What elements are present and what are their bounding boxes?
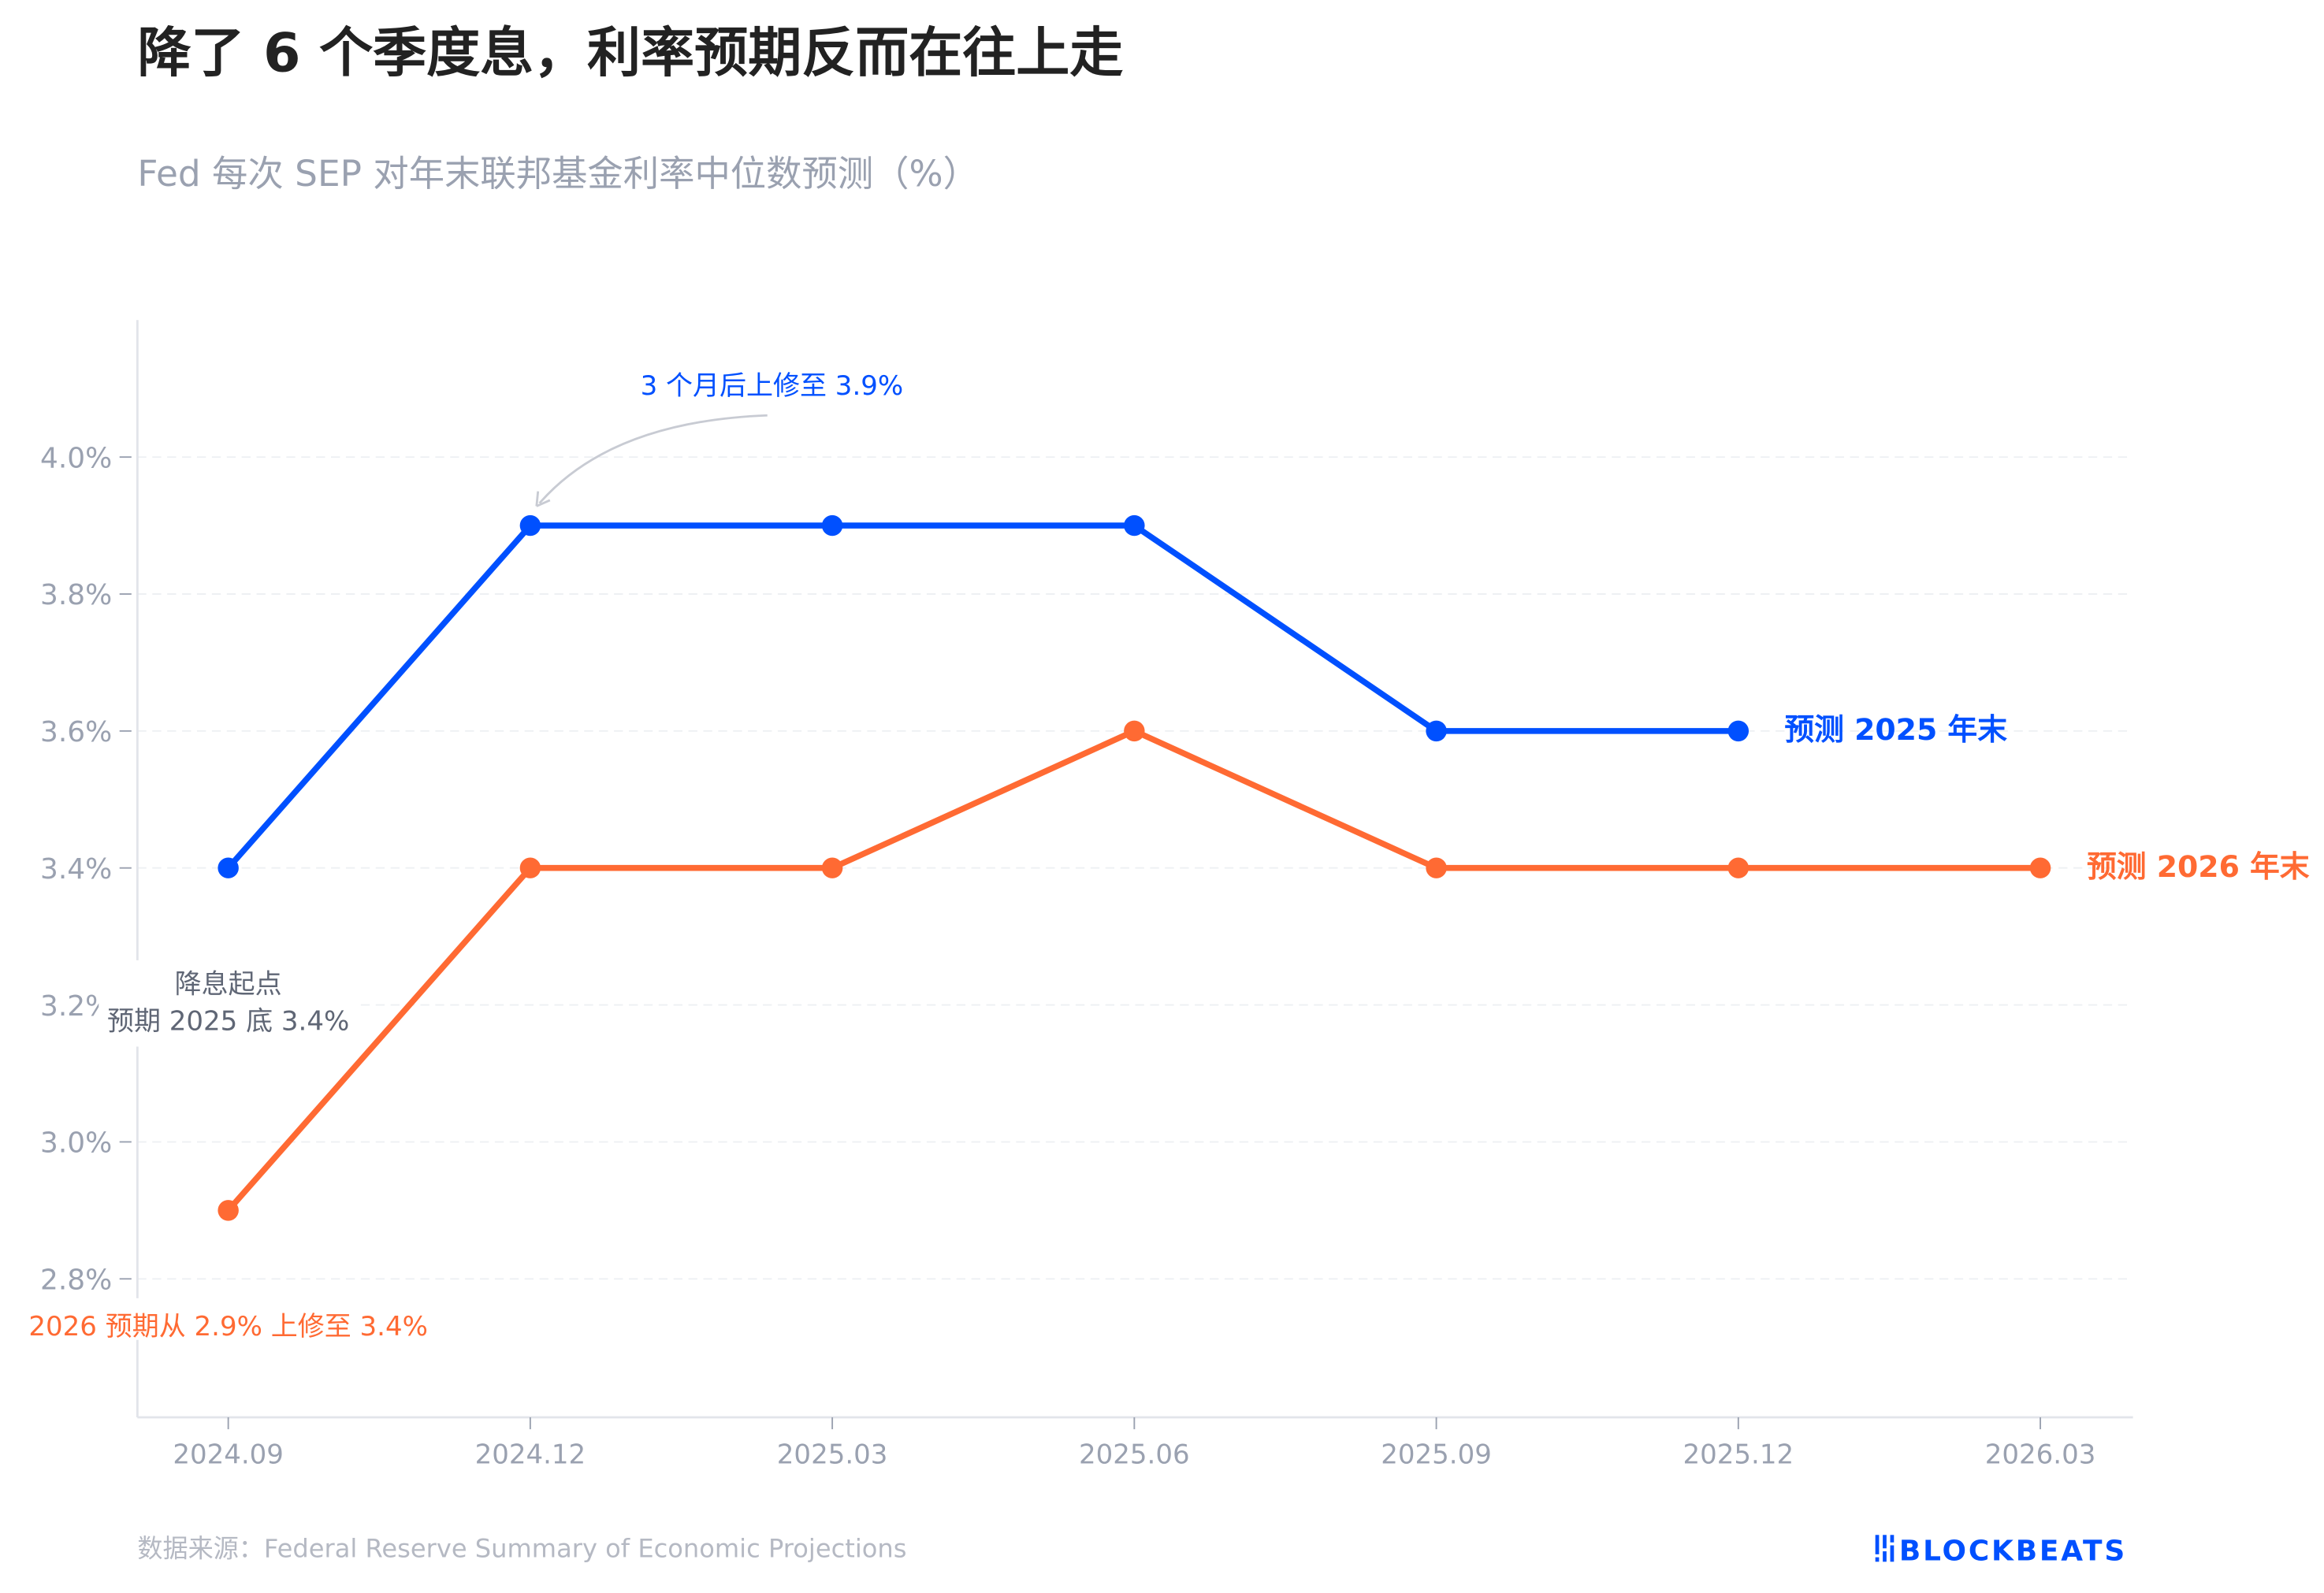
data-point <box>821 514 843 537</box>
data-point <box>218 1200 239 1221</box>
y-tick-label: 3.0% <box>40 1127 112 1160</box>
data-point <box>1124 720 1145 742</box>
data-point <box>1727 857 1750 878</box>
x-tick-label: 2024.12 <box>475 1439 586 1471</box>
annotation-start-line2: 预期 2025 底 3.4% <box>107 1006 349 1038</box>
annotation-start-line1: 降息起点 <box>175 968 282 1000</box>
blockbeats-logo: BLOCKBEATS <box>1875 1535 2127 1567</box>
y-tick-label: 2.8% <box>40 1264 112 1296</box>
y-tick-label: 3.4% <box>40 853 112 886</box>
annotation-revision: 3 个月后上修至 3.9% <box>641 370 904 402</box>
svg-text:BLOCKBEATS: BLOCKBEATS <box>1899 1535 2127 1567</box>
y-axis-ticks: 2.8%3.0%3.2%3.4%3.6%3.8%4.0% <box>40 442 132 1296</box>
data-point <box>519 514 541 537</box>
x-axis-ticks: 2024.09 2024.12 2025.03 2025.06 2025.09 2025.… <box>173 1417 2095 1471</box>
source-note: 数据来源：Federal Reserve Summary of Economic… <box>137 1534 906 1564</box>
chart-title: 降了 6 个季度息，利率预期反而在往上走 <box>137 23 1123 85</box>
y-tick-label: 3.8% <box>40 579 112 611</box>
data-point <box>1124 514 1145 537</box>
x-tick-label: 2025.03 <box>777 1439 888 1471</box>
y-tick-label: 3.6% <box>40 716 112 748</box>
annotation-bg <box>18 1298 439 1340</box>
x-tick-label: 2024.09 <box>173 1439 284 1471</box>
annotation-arrow <box>538 414 768 504</box>
arrow-head-icon <box>535 491 551 507</box>
annotation-bg <box>99 960 361 1047</box>
legend-label-2025: 预测 2025 年末 <box>1784 712 2007 747</box>
chart-subtitle: Fed 每次 SEP 对年末联邦基金利率中位数预测（%） <box>137 153 979 195</box>
series-line-0 <box>225 522 1738 871</box>
data-point <box>1727 720 1750 742</box>
series-line-1 <box>225 728 2041 1212</box>
x-tick-label: 2025.12 <box>1683 1439 1794 1471</box>
series-layer <box>218 514 2051 1221</box>
x-tick-label: 2025.09 <box>1381 1439 1492 1471</box>
data-point <box>1426 857 1447 878</box>
annotation-orange-note: 2026 预期从 2.9% 上修至 3.4% <box>28 1311 428 1342</box>
data-point <box>519 857 541 878</box>
legend-label-2026: 预测 2026 年末 <box>2087 849 2310 884</box>
data-point <box>821 857 843 878</box>
x-tick-label: 2025.06 <box>1079 1439 1190 1471</box>
data-point <box>1426 720 1447 742</box>
y-tick-label: 4.0% <box>40 442 112 474</box>
x-tick-label: 2026.03 <box>1985 1439 2096 1471</box>
data-point <box>2029 857 2051 878</box>
data-point <box>218 857 239 878</box>
